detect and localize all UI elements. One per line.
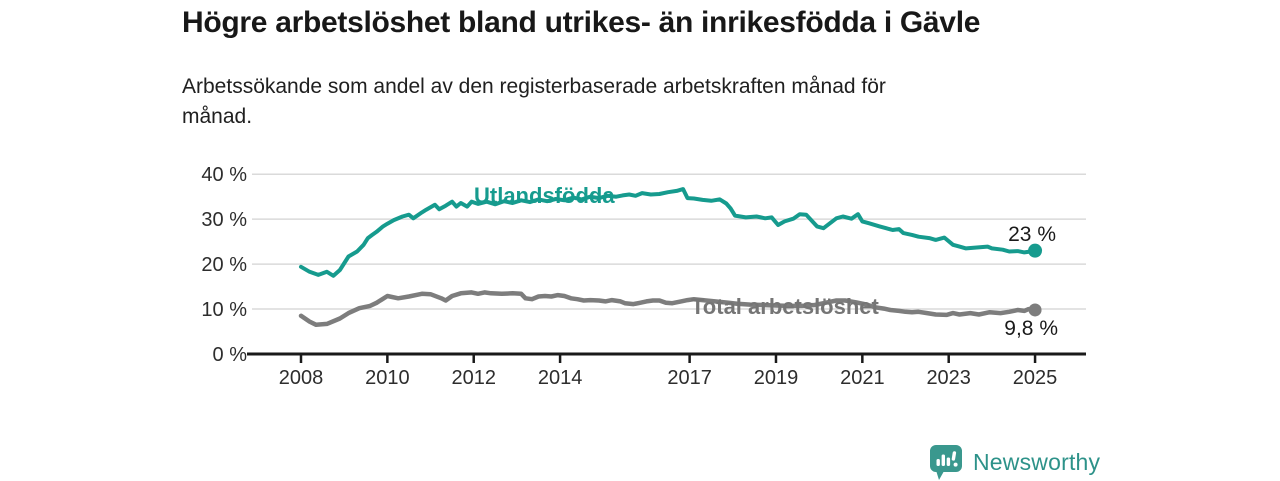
chart-title: Högre arbetslöshet bland utrikes- än inr…: [182, 6, 981, 39]
x-tick-label-2014: 2014: [538, 367, 583, 389]
label-layer: Utlandsfödda Total arbetslöshet 23 % 9,8…: [474, 183, 1058, 340]
series-label-utlandsfodda: Utlandsfödda: [474, 183, 615, 208]
axis-layer: 2008 2010 2012 2014 2017 2019 2021 2023 2025: [247, 352, 1086, 389]
x-tick-label-2023: 2023: [926, 367, 971, 389]
chart-subtitle-line2: månad.: [182, 105, 253, 128]
x-tick-label-2019: 2019: [754, 367, 799, 389]
end-dot-series-0: [1028, 243, 1043, 258]
x-tick-label-2021: 2021: [840, 367, 885, 389]
x-tick-label-2008: 2008: [279, 367, 324, 389]
y-tick-label-10: 10 %: [201, 299, 247, 321]
chart-subtitle: Arbetssökande som andel av den registerb…: [182, 72, 1082, 132]
grid-layer: 0 % 10 % 20 % 30 % 40 %: [201, 164, 1086, 366]
series-layer: [298, 187, 1043, 328]
end-value-label-total-arbetsloshet: 9,8 %: [1004, 317, 1058, 340]
x-tick-label-2012: 2012: [451, 367, 496, 389]
newsworthy-chart-bubble-icon: [930, 445, 962, 480]
end-dot-series-1: [1028, 303, 1042, 317]
y-tick-label-40: 40 %: [201, 164, 247, 186]
line-series-0: [299, 187, 1038, 278]
newsworthy-logo: Newsworthy: [928, 444, 1100, 481]
y-tick-label-0: 0 %: [213, 344, 248, 366]
end-value-label-utlandsfodda: 23 %: [1008, 223, 1056, 246]
line-series-1: [298, 290, 1038, 328]
x-tick-label-2017: 2017: [667, 367, 712, 389]
series-label-total-arbetsloshet: Total arbetslöshet: [691, 294, 880, 319]
chart-subtitle-line1: Arbetssökande som andel av den registerb…: [182, 75, 886, 98]
y-tick-label-20: 20 %: [201, 254, 247, 276]
x-tick-label-2010: 2010: [365, 367, 410, 389]
x-tick-label-2025: 2025: [1013, 367, 1058, 389]
brand-name: Newsworthy: [973, 449, 1101, 475]
y-tick-label-30: 30 %: [201, 209, 247, 231]
